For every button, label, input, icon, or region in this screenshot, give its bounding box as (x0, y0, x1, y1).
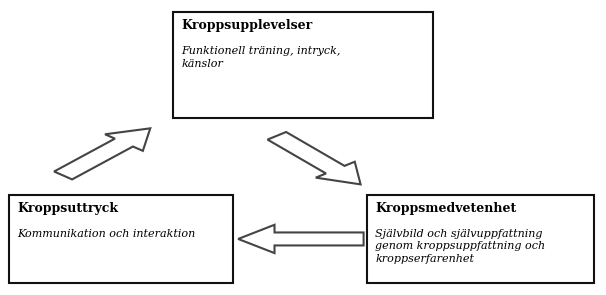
Polygon shape (54, 128, 150, 179)
Text: Självbild och självuppfattning
genom kroppsuppfattning och
kroppserfarenhet: Självbild och självuppfattning genom kro… (375, 229, 545, 264)
FancyBboxPatch shape (367, 195, 594, 283)
Text: Kroppsupplevelser: Kroppsupplevelser (181, 19, 313, 32)
FancyBboxPatch shape (173, 12, 433, 118)
Text: Funktionell träning, intryck,
känslor: Funktionell träning, intryck, känslor (181, 46, 341, 68)
Polygon shape (238, 225, 364, 253)
Text: Kroppsuttryck: Kroppsuttryck (18, 202, 119, 215)
Polygon shape (267, 132, 361, 184)
Text: Kommunikation och interaktion: Kommunikation och interaktion (18, 229, 196, 239)
FancyBboxPatch shape (9, 195, 233, 283)
Text: Kroppsmedvetenhet: Kroppsmedvetenhet (375, 202, 516, 215)
